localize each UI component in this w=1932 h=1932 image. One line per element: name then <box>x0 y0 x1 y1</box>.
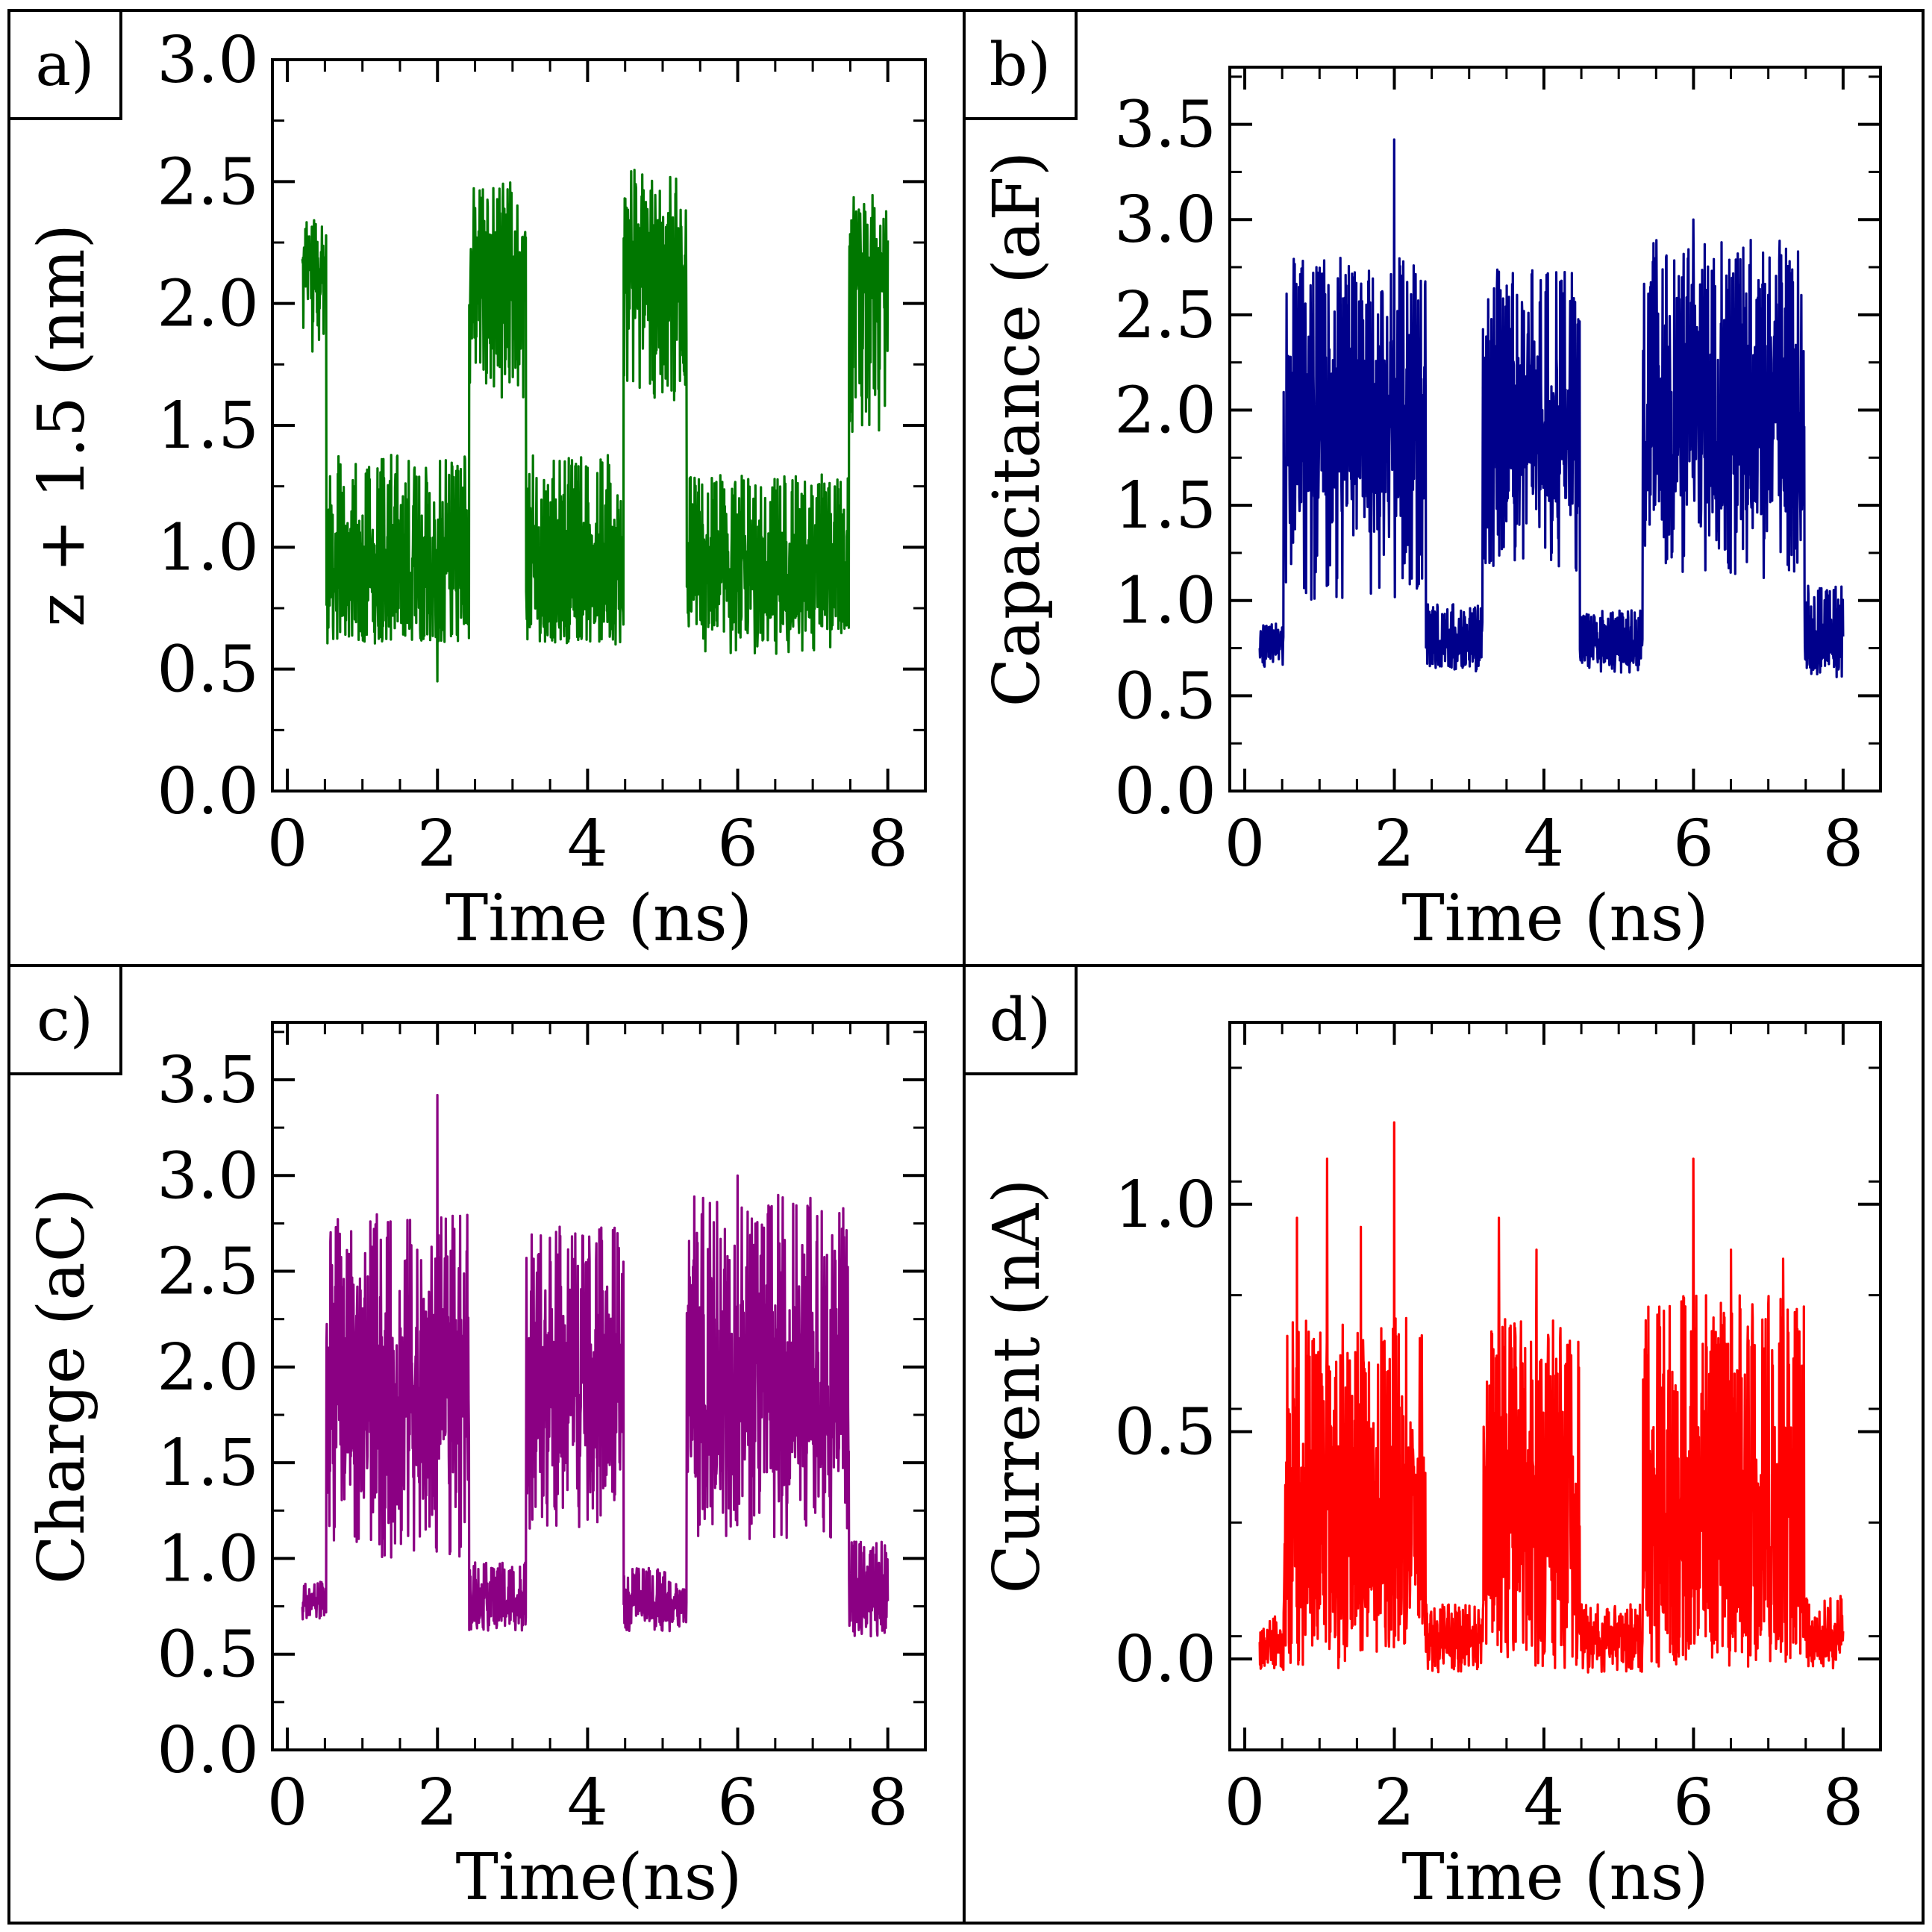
panel-label-box <box>963 964 1078 1075</box>
x-tick-label: 0 <box>267 1766 308 1840</box>
x-tick-label: 2 <box>1374 807 1415 881</box>
y-tick-label: 2.5 <box>157 145 259 219</box>
panel-label: d) <box>990 985 1051 1054</box>
panel-a: 0 2 4 6 8 0.0 0.5 1.0 1.5 2.0 2.5 3.0 Time (ns) z + 1… <box>7 9 966 967</box>
y-tick-label: 3.0 <box>157 1139 259 1213</box>
x-tick-label: 4 <box>1524 807 1565 881</box>
panel-d: 0 2 4 6 8 0.0 0.5 1.0 Time (ns) Current (nA) d) <box>963 964 1925 1925</box>
x-tick-label: 4 <box>567 807 608 881</box>
y-axis-title: z + 1.5 (nm) <box>25 224 99 627</box>
panel-label: a) <box>36 30 95 99</box>
y-tick-label: 2.5 <box>157 1235 259 1310</box>
y-tick-label: 3.0 <box>157 23 259 98</box>
series-line-a <box>301 169 890 683</box>
y-tick-label: 2.0 <box>157 1331 259 1405</box>
x-tick-label: 8 <box>1823 1766 1864 1840</box>
plot-area-border <box>271 58 927 793</box>
x-tick-label: 0 <box>1225 807 1266 881</box>
y-tick-label: 0.5 <box>157 1618 259 1692</box>
panel-label-box <box>7 9 122 120</box>
x-tick-label: 0 <box>267 807 308 881</box>
panel-label-box <box>7 964 122 1075</box>
plot-area-border <box>1228 1021 1882 1751</box>
x-axis-title: Time(ns) <box>456 1840 743 1915</box>
y-tick-label: 1.0 <box>1114 564 1216 639</box>
x-tick-label: 8 <box>867 807 908 881</box>
x-tick-label: 2 <box>417 1766 458 1840</box>
y-tick-label: 2.5 <box>1114 278 1216 353</box>
plot-area-border <box>1228 66 1882 793</box>
y-tick-label: 0.0 <box>157 1713 259 1788</box>
y-tick-label: 3.5 <box>157 1043 259 1118</box>
panel-frame <box>963 964 1925 1925</box>
y-axis-title: Current (nA) <box>980 1178 1054 1593</box>
x-tick-label: 4 <box>1524 1766 1565 1840</box>
panel-label: c) <box>37 985 93 1054</box>
y-tick-label: 1.0 <box>157 510 259 585</box>
x-tick-label: 6 <box>1673 807 1714 881</box>
plot-area-border <box>271 1021 927 1751</box>
y-tick-label: 3.0 <box>1114 183 1216 257</box>
y-tick-label: 1.5 <box>157 389 259 463</box>
panel-label: b) <box>990 30 1051 99</box>
x-axis-title: Time (ns) <box>1401 1840 1708 1915</box>
panel-c: 0 2 4 6 8 0.0 0.5 1.0 1.5 2.0 2.5 3.0 3.5 Time(ns) Cha… <box>7 964 966 1925</box>
x-tick-label: 6 <box>717 1766 758 1840</box>
series-line-b <box>1258 138 1845 678</box>
y-tick-label: 2.0 <box>1114 373 1216 448</box>
series-line-c <box>301 1093 890 1638</box>
y-axis-title: Capacitance (aF) <box>980 151 1054 707</box>
series-line-d <box>1258 1121 1845 1674</box>
y-tick-label: 0.0 <box>157 754 259 829</box>
x-tick-label: 8 <box>1823 807 1864 881</box>
panel-b: 0 2 4 6 8 0.0 0.5 1.0 1.5 2.0 2.5 3.0 3.5 Time (ns) Ca… <box>963 9 1925 967</box>
y-tick-label: 1.5 <box>157 1426 259 1501</box>
x-axis-title: Time (ns) <box>1401 881 1708 956</box>
x-tick-label: 8 <box>867 1766 908 1840</box>
panel-label-box <box>963 9 1078 120</box>
y-tick-label: 0.5 <box>1114 1395 1216 1469</box>
y-tick-label: 2.0 <box>157 267 259 342</box>
x-tick-label: 0 <box>1225 1766 1266 1840</box>
y-tick-label: 0.0 <box>1114 1622 1216 1697</box>
y-tick-label: 0.5 <box>157 633 259 707</box>
y-tick-label: 0.5 <box>1114 659 1216 734</box>
x-tick-label: 2 <box>417 807 458 881</box>
x-tick-label: 2 <box>1374 1766 1415 1840</box>
x-tick-label: 6 <box>1673 1766 1714 1840</box>
y-tick-label: 0.0 <box>1114 754 1216 829</box>
y-tick-label: 1.5 <box>1114 469 1216 543</box>
y-axis-title: Charge (aC) <box>25 1188 99 1584</box>
y-tick-label: 3.5 <box>1114 88 1216 163</box>
x-tick-label: 4 <box>567 1766 608 1840</box>
y-tick-label: 1.0 <box>1114 1168 1216 1242</box>
y-tick-label: 1.0 <box>157 1522 259 1596</box>
x-tick-label: 6 <box>717 807 758 881</box>
x-axis-title: Time (ns) <box>446 881 752 956</box>
